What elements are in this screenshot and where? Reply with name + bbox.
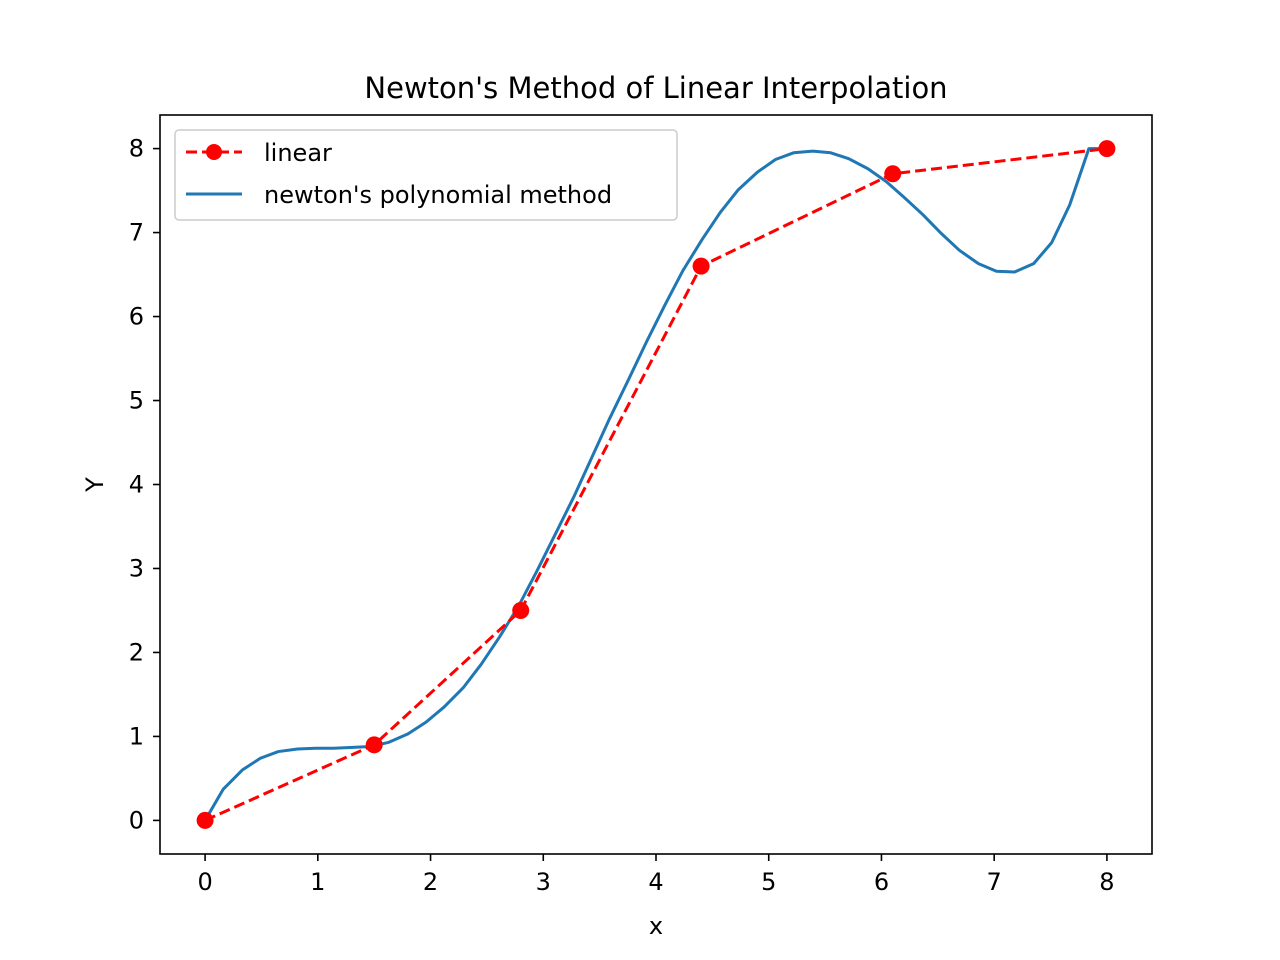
y-axis-label: Y — [81, 477, 109, 493]
x-tick-label: 4 — [648, 868, 663, 896]
x-tick-label: 6 — [874, 868, 889, 896]
x-tick-label: 2 — [423, 868, 438, 896]
legend: linear newton's polynomial method — [174, 129, 678, 221]
chart-title: Newton's Method of Linear Interpolation — [364, 71, 947, 105]
legend-marker-linear — [206, 144, 222, 160]
x-tick-label: 7 — [987, 868, 1002, 896]
data-point-linear — [884, 165, 902, 183]
x-tick-label: 1 — [310, 868, 325, 896]
x-tick-label: 8 — [1099, 868, 1114, 896]
data-point-linear — [196, 811, 214, 829]
y-tick-label: 3 — [129, 554, 144, 582]
x-axis-label: x — [649, 912, 663, 940]
y-axis: 0 1 2 3 4 5 6 7 8 — [129, 135, 160, 834]
plot-area — [160, 115, 1152, 854]
y-tick-label: 7 — [129, 219, 144, 247]
y-tick-label: 5 — [129, 387, 144, 415]
y-tick-label: 8 — [129, 135, 144, 163]
y-tick-label: 4 — [129, 471, 144, 499]
data-point-linear — [692, 257, 710, 275]
y-tick-label: 0 — [129, 806, 144, 834]
legend-label-newton: newton's polynomial method — [264, 181, 612, 209]
series-line-linear — [204, 147, 1108, 822]
x-tick-label: 3 — [536, 868, 551, 896]
y-tick-label: 1 — [129, 722, 144, 750]
x-tick-label: 5 — [761, 868, 776, 896]
series-line-newton — [203, 147, 1109, 823]
data-point-linear — [365, 736, 383, 754]
legend-box — [174, 129, 678, 221]
y-tick-label: 2 — [129, 638, 144, 666]
legend-label-linear: linear — [264, 139, 332, 167]
data-point-linear — [1098, 140, 1116, 158]
x-tick-label: 0 — [197, 868, 212, 896]
series-layer — [196, 140, 1116, 829]
x-axis: 0 1 2 3 4 5 6 7 8 — [197, 854, 1115, 896]
data-point-linear — [512, 601, 530, 619]
y-tick-label: 6 — [129, 303, 144, 331]
